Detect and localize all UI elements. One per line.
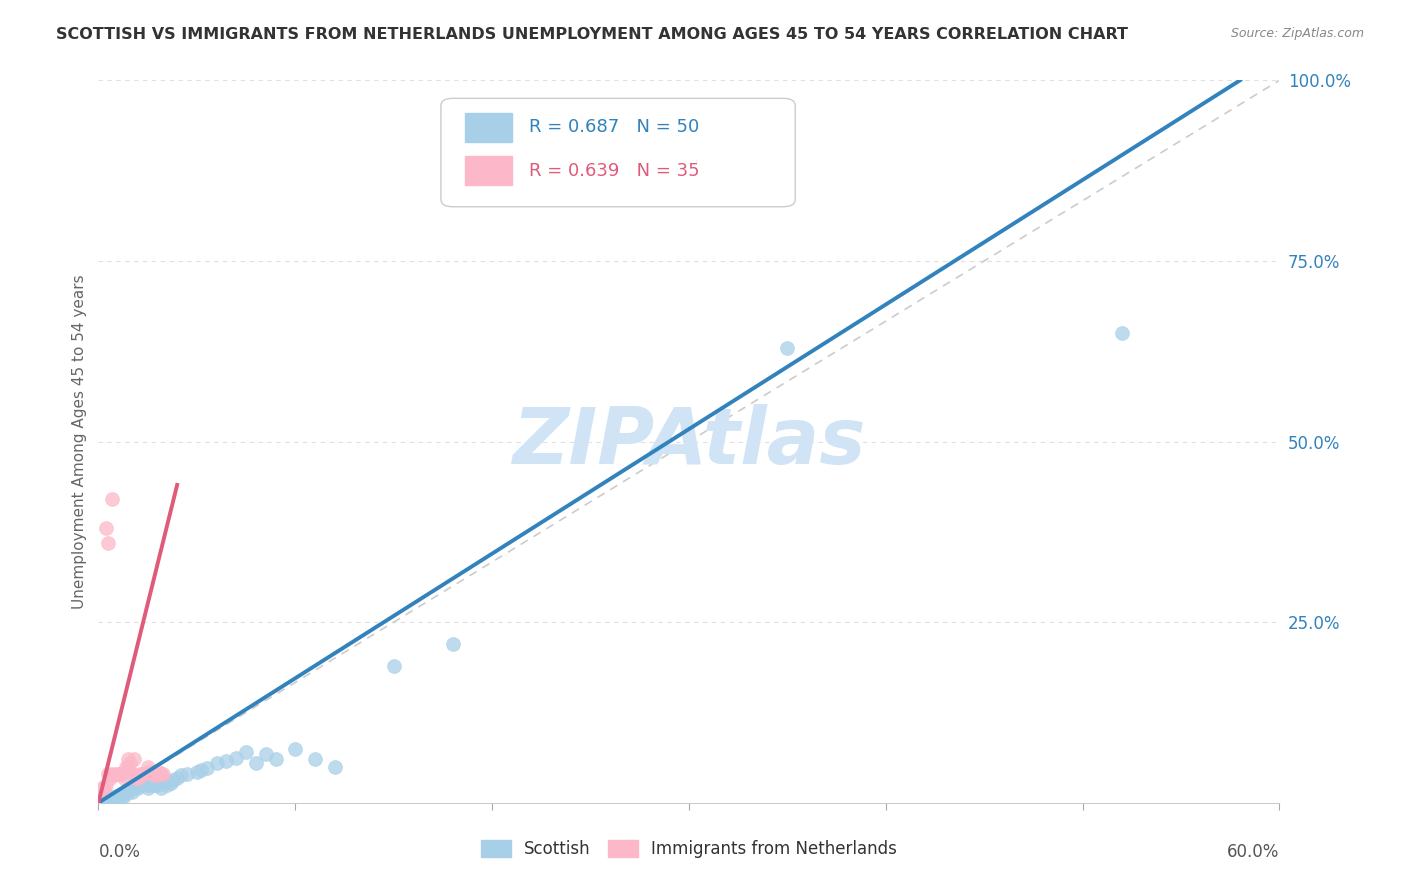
Point xyxy=(142,768,165,782)
Text: Source: ZipAtlas.com: Source: ZipAtlas.com xyxy=(1230,27,1364,40)
Point xyxy=(121,767,143,781)
Point xyxy=(131,778,153,792)
Point xyxy=(186,765,208,780)
Point xyxy=(96,796,118,810)
Point xyxy=(205,756,228,770)
FancyBboxPatch shape xyxy=(441,98,796,207)
Point xyxy=(166,771,188,785)
Point xyxy=(176,767,198,781)
Point xyxy=(195,761,218,775)
Text: SCOTTISH VS IMMIGRANTS FROM NETHERLANDS UNEMPLOYMENT AMONG AGES 45 TO 54 YEARS C: SCOTTISH VS IMMIGRANTS FROM NETHERLANDS … xyxy=(56,27,1128,42)
Point xyxy=(98,771,121,785)
Point xyxy=(132,767,155,781)
Point xyxy=(125,771,148,785)
Point xyxy=(118,756,141,770)
Point xyxy=(97,767,120,781)
Point xyxy=(150,781,173,796)
Text: 0.0%: 0.0% xyxy=(98,843,141,861)
Point xyxy=(87,789,110,803)
Point xyxy=(215,754,238,768)
Point xyxy=(101,767,124,781)
Point xyxy=(97,792,120,806)
Point xyxy=(136,760,159,774)
Point xyxy=(235,745,257,759)
Point xyxy=(254,747,277,761)
Point xyxy=(170,768,193,782)
Text: R = 0.639   N = 35: R = 0.639 N = 35 xyxy=(530,161,700,179)
FancyBboxPatch shape xyxy=(464,112,512,142)
Point xyxy=(160,775,183,789)
Point xyxy=(117,785,139,799)
Point xyxy=(190,764,212,778)
Point xyxy=(127,771,149,785)
Point xyxy=(284,741,307,756)
Point xyxy=(91,796,114,810)
Point xyxy=(127,781,149,796)
Point xyxy=(96,521,118,535)
Point xyxy=(128,767,150,781)
Point xyxy=(304,752,326,766)
Point xyxy=(89,796,111,810)
FancyBboxPatch shape xyxy=(464,156,512,185)
Point xyxy=(97,535,120,549)
Point xyxy=(91,781,114,796)
Point xyxy=(117,781,139,796)
Point xyxy=(264,752,287,766)
Point xyxy=(150,767,173,781)
Text: ZIPAtlas: ZIPAtlas xyxy=(512,403,866,480)
Point xyxy=(152,767,174,781)
Point xyxy=(323,760,346,774)
Point xyxy=(107,789,129,803)
Point xyxy=(93,796,115,810)
Point xyxy=(107,767,129,781)
Point xyxy=(136,778,159,792)
Point xyxy=(105,789,128,803)
Point xyxy=(117,760,139,774)
Text: 60.0%: 60.0% xyxy=(1227,843,1279,861)
Point xyxy=(115,760,138,774)
Point xyxy=(96,778,118,792)
Point xyxy=(146,768,169,782)
Point xyxy=(101,492,124,507)
Point xyxy=(98,792,121,806)
Point xyxy=(103,768,125,782)
Point xyxy=(105,767,128,781)
Point xyxy=(111,789,134,803)
Point xyxy=(87,796,110,810)
Point xyxy=(156,778,179,792)
Point xyxy=(225,751,247,765)
Point xyxy=(776,341,799,355)
Point xyxy=(103,790,125,805)
Point xyxy=(141,765,163,780)
Point xyxy=(122,781,145,796)
Point xyxy=(141,778,163,792)
Point xyxy=(117,752,139,766)
Point xyxy=(112,771,135,785)
Point xyxy=(122,752,145,766)
Point xyxy=(156,774,179,789)
Point xyxy=(146,774,169,789)
Point xyxy=(245,756,267,770)
Point xyxy=(111,767,134,781)
Point xyxy=(136,781,159,796)
Point xyxy=(112,789,135,803)
Point xyxy=(142,778,165,792)
Point xyxy=(146,778,169,792)
Point xyxy=(382,658,405,673)
Point xyxy=(131,767,153,781)
Point xyxy=(121,785,143,799)
Point xyxy=(101,792,124,806)
Point xyxy=(136,765,159,780)
Point xyxy=(1111,326,1133,340)
Point xyxy=(108,767,131,781)
Point xyxy=(93,781,115,796)
Point xyxy=(162,772,184,787)
Text: R = 0.687   N = 50: R = 0.687 N = 50 xyxy=(530,119,700,136)
Legend: Scottish, Immigrants from Netherlands: Scottish, Immigrants from Netherlands xyxy=(472,832,905,867)
Point xyxy=(148,765,170,780)
Y-axis label: Unemployment Among Ages 45 to 54 years: Unemployment Among Ages 45 to 54 years xyxy=(72,274,87,609)
Point xyxy=(441,637,464,651)
